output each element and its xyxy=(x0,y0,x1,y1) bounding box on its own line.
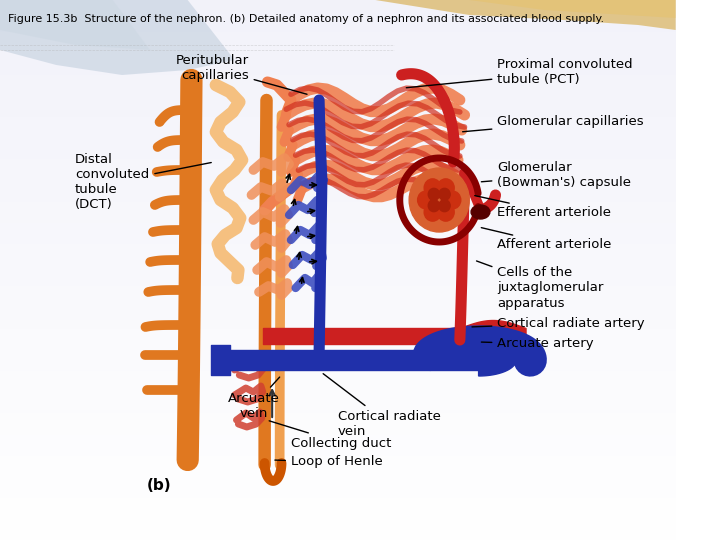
Text: Glomerular
(Bowman's) capsule: Glomerular (Bowman's) capsule xyxy=(482,161,631,189)
Circle shape xyxy=(418,191,434,209)
Text: Cortical radiate
vein: Cortical radiate vein xyxy=(323,374,441,438)
Text: Arcuate artery: Arcuate artery xyxy=(482,338,594,350)
Polygon shape xyxy=(0,0,150,50)
Circle shape xyxy=(424,179,441,197)
Text: Loop of Henle: Loop of Henle xyxy=(275,456,382,469)
Text: Cortical radiate artery: Cortical radiate artery xyxy=(472,316,645,329)
Circle shape xyxy=(444,191,461,209)
Circle shape xyxy=(439,200,450,212)
Circle shape xyxy=(424,203,441,221)
Text: Glomerular capillaries: Glomerular capillaries xyxy=(463,116,644,132)
Text: Collecting duct: Collecting duct xyxy=(269,421,391,449)
Polygon shape xyxy=(479,344,516,376)
Text: Efferent arteriole: Efferent arteriole xyxy=(474,195,611,219)
Circle shape xyxy=(437,179,454,197)
Text: Peritubular
capillaries: Peritubular capillaries xyxy=(176,54,307,94)
Polygon shape xyxy=(0,0,235,75)
Text: Distal
convoluted
tubule
(DCT): Distal convoluted tubule (DCT) xyxy=(75,153,211,211)
Text: Proximal convoluted
tubule (PCT): Proximal convoluted tubule (PCT) xyxy=(406,58,633,87)
Text: Afferent arteriole: Afferent arteriole xyxy=(481,228,612,252)
Circle shape xyxy=(437,203,454,221)
Polygon shape xyxy=(375,0,675,30)
Circle shape xyxy=(428,200,439,212)
Text: Cells of the
juxtaglomerular
apparatus: Cells of the juxtaglomerular apparatus xyxy=(477,261,604,309)
Circle shape xyxy=(439,188,450,200)
Ellipse shape xyxy=(471,205,490,219)
Text: Figure 15.3b  Structure of the nephron. (b) Detailed anatomy of a nephron and it: Figure 15.3b Structure of the nephron. (… xyxy=(7,14,603,24)
Text: Arcuate
vein: Arcuate vein xyxy=(228,377,279,420)
Circle shape xyxy=(428,188,439,200)
Polygon shape xyxy=(469,0,675,18)
Text: (b): (b) xyxy=(147,477,172,492)
Circle shape xyxy=(409,168,469,232)
